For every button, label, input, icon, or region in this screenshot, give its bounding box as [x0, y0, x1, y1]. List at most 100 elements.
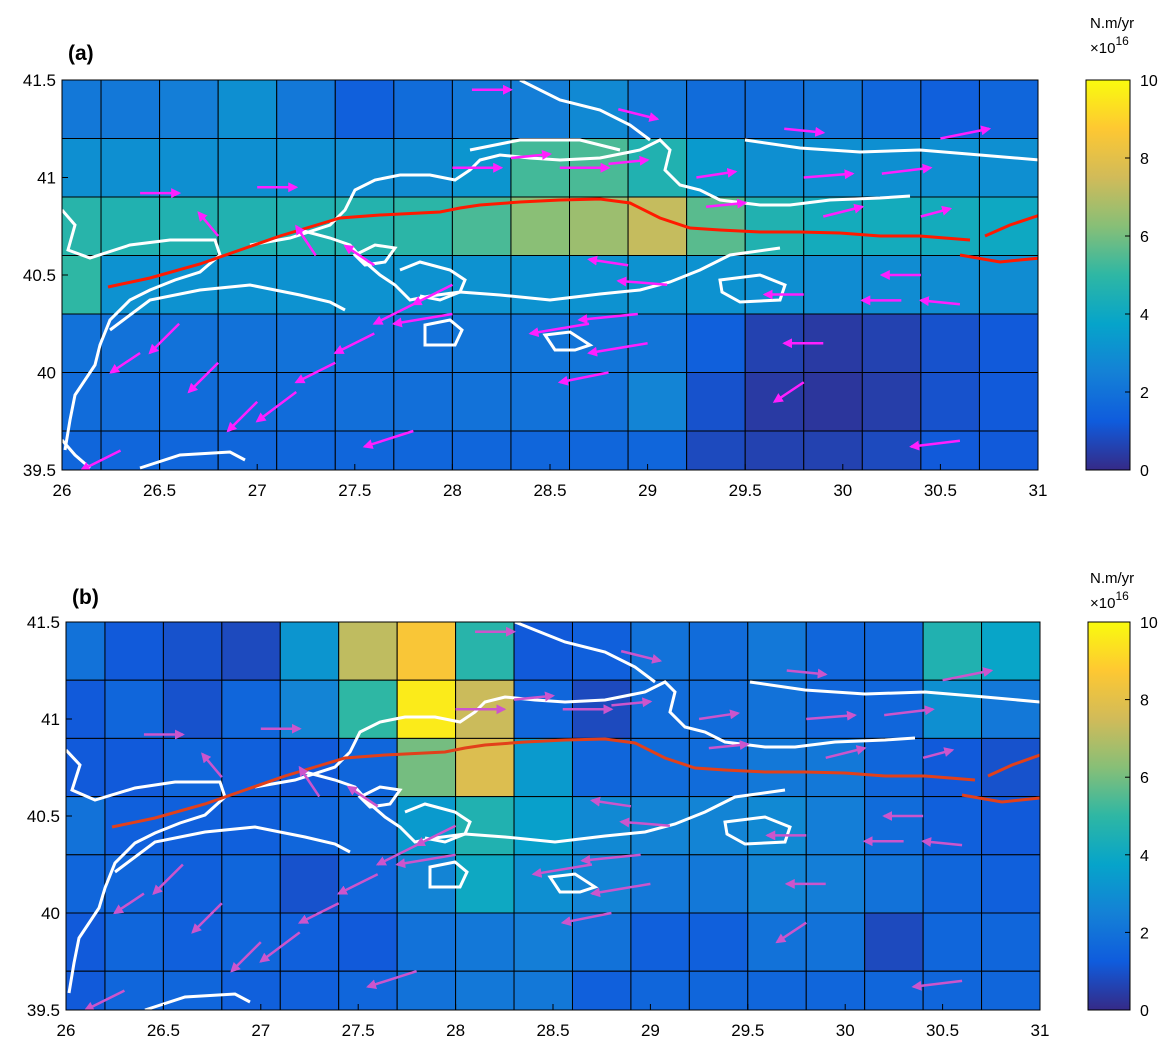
panel-b-cell — [513, 796, 573, 856]
panel-a-cell — [393, 313, 453, 373]
panel-a-cell — [334, 372, 395, 432]
panel-a-colorbar-tick-label: 10 — [1140, 73, 1158, 90]
panel-a-cell — [861, 430, 922, 471]
panel-a-cell — [451, 313, 512, 373]
panel-b-cell — [513, 970, 573, 1011]
panel-b-cell — [65, 621, 106, 681]
panel-a-x-ticks: 26 26.5 27 27.5 28 28.5 29 29.5 30 30.5 31 — [53, 464, 1047, 500]
panel-a-cell — [978, 430, 1039, 471]
panel-b-velocity-arrow — [786, 668, 828, 679]
panel-a-coastline — [469, 138, 621, 152]
panel-a-coastline — [139, 450, 246, 470]
panel-b-cell — [688, 912, 749, 972]
panel-b-coastline — [66, 748, 227, 994]
panel-b-velocity-arrow — [152, 863, 184, 896]
panel-b-cell — [688, 679, 749, 739]
panel-b-velocity-arrow — [560, 911, 612, 927]
panel-b-velocity-arrow — [298, 765, 321, 798]
panel-a-cell — [861, 372, 922, 432]
panel-a-cell — [100, 138, 161, 198]
panel-a-cell — [159, 372, 219, 432]
panel-b-x-tick-label: 29 — [641, 1021, 660, 1040]
panel-a-cell — [627, 372, 688, 432]
panel-b-colorbar: N.m/yr ×1016 0 2 4 6 8 10 — [1087, 570, 1158, 1020]
panel-a-coastline — [352, 243, 398, 267]
panel-a-cell — [61, 372, 102, 432]
panel-a-cell — [217, 313, 278, 373]
panel-a-cell — [393, 430, 453, 471]
panel-b-cell — [981, 796, 1041, 856]
panel-a-x-tick-label: 26 — [53, 481, 72, 500]
panel-a-cell — [803, 138, 863, 198]
panel-b-coastline — [404, 802, 472, 844]
panel-a-cell — [217, 79, 278, 139]
panel-b-cell — [805, 912, 866, 972]
panel-a-cell — [217, 372, 278, 432]
panel-b-cell — [221, 970, 281, 1011]
panel-a: (a) 26 26.5 27 27.5 28 28.5 29 29.5 30 30.5 31 39.… — [23, 15, 1158, 500]
panel-a-cell — [334, 79, 395, 139]
panel-b-cell — [104, 912, 164, 972]
panel-b-cell — [279, 796, 340, 856]
panel-b-cell — [162, 912, 223, 972]
panel-a-fault — [107, 197, 971, 289]
panel-a-coastline — [718, 273, 787, 304]
panel-a-colorbar-tick-label: 2 — [1140, 385, 1149, 402]
panel-b-coastline — [254, 680, 916, 789]
panel-b-cell — [864, 970, 924, 1011]
panel-b-x-tick-label: 26 — [57, 1021, 76, 1040]
panel-b-cell — [981, 970, 1041, 1011]
panel-a-coastline — [542, 330, 594, 352]
panel-b-cell — [396, 621, 457, 681]
panel-a-cell — [510, 313, 571, 373]
panel-a-cell — [510, 430, 571, 471]
panel-b-cell — [338, 621, 398, 681]
panel-a-overlays — [62, 80, 1038, 470]
panel-a-cell — [920, 196, 980, 256]
panel-b-cell — [513, 854, 573, 914]
panel-a-x-tick-label: 27 — [248, 481, 267, 500]
panel-a-velocity-arrow — [333, 332, 375, 355]
panel-a-cell — [627, 313, 688, 373]
panel-a-cell — [803, 79, 863, 139]
panel-b-x-tick-label: 31 — [1031, 1021, 1050, 1040]
panel-a-velocity-arrow — [706, 198, 748, 209]
panel-b-x-tick-label: 28 — [446, 1021, 465, 1040]
panel-b-cell — [805, 679, 866, 739]
panel-b-cell — [162, 679, 223, 739]
panel-b-coastline — [514, 622, 656, 684]
panel-b-velocity-arrow — [191, 902, 223, 934]
panel-b-velocity-arrow — [395, 853, 456, 869]
panel-b-cell — [630, 854, 690, 914]
panel-b-cell — [981, 854, 1041, 914]
panel-a-colorbar-tick-label: 6 — [1140, 229, 1149, 246]
panel-a-cell — [686, 138, 746, 198]
panel-a-cell — [803, 255, 863, 315]
panel-a-coastline — [744, 138, 1038, 162]
panel-b-colorbar-tick-label: 10 — [1140, 615, 1158, 632]
panel-a-colorbar-tick-label: 8 — [1140, 151, 1149, 168]
panel-b-velocity-arrow — [230, 941, 262, 973]
panel-b-cells — [65, 621, 1041, 1011]
panel-a-x-tick-label: 27.5 — [338, 481, 371, 500]
panel-a-cell — [276, 79, 336, 139]
panel-b-coastline — [357, 785, 403, 809]
panel-a-x-tick-label: 28 — [443, 481, 462, 500]
panel-b-x-tick-label: 27.5 — [342, 1021, 375, 1040]
panel-a-cell — [393, 196, 453, 256]
panel-b-cell — [338, 912, 398, 972]
panel-a-cell — [334, 138, 395, 198]
panel-b-velocity-arrow — [911, 979, 963, 991]
panel-b-cell — [513, 737, 573, 798]
panel-b-velocity-arrow — [580, 853, 641, 865]
panel-b-cell — [630, 737, 690, 798]
panel-b-velocity-arrow — [589, 796, 632, 808]
panel-a-cell — [686, 79, 746, 139]
panel-a-cell — [159, 138, 219, 198]
panel-b-cell — [864, 912, 924, 972]
panel-b-y-tick-label: 39.5 — [27, 1001, 60, 1020]
panel-a-cell — [861, 255, 922, 315]
panel-b-cell — [162, 621, 223, 681]
panel-a-velocity-arrow — [822, 203, 865, 218]
